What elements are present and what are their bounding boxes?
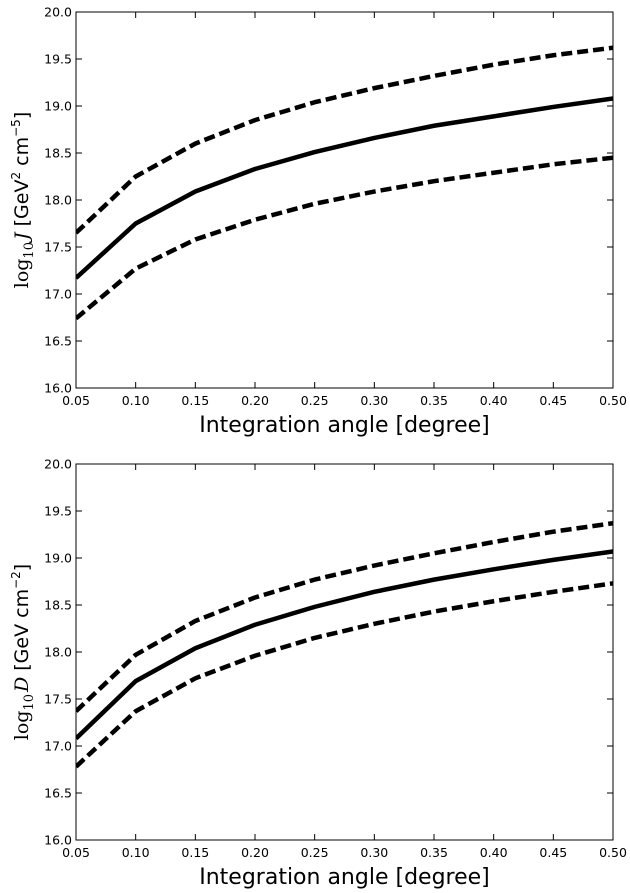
y-tick-label: 17.5	[44, 692, 72, 707]
x-tick-label: 0.30	[360, 393, 388, 408]
ylabel-log-sub: 10	[22, 694, 37, 711]
series-line-3-dashed	[76, 155, 613, 321]
y-tick-label: 16.5	[44, 786, 72, 801]
y-tick-label: 16.0	[44, 833, 72, 848]
y-tick-label: 17.5	[44, 240, 72, 255]
y-axis-label: log10J [GeV2 cm−5]	[9, 112, 37, 289]
y-tick-label: 18.0	[44, 193, 72, 208]
ylabel-unit: [GeV	[11, 624, 33, 677]
y-tick-label: 16.5	[44, 334, 72, 349]
ylabel-unit-mid: cm	[11, 137, 33, 172]
y-tick-label: 18.5	[44, 146, 72, 161]
x-tick-label: 0.40	[480, 845, 508, 860]
y-tick-label: 19.0	[44, 551, 72, 566]
ylabel-unit: [GeV	[11, 180, 33, 233]
x-tick-label: 0.45	[539, 845, 567, 860]
y-tick-label: 17.0	[44, 739, 72, 754]
x-axis-label: Integration angle [degree]	[199, 413, 490, 438]
x-tick-label: 0.45	[539, 393, 567, 408]
ylabel-symbol: D	[11, 677, 33, 693]
y-tick-label: 20.0	[44, 457, 72, 472]
y-tick-label: 18.5	[44, 598, 72, 613]
x-tick-label: 0.10	[122, 393, 150, 408]
x-tick-label: 0.50	[599, 393, 627, 408]
series-line-1-solid	[76, 549, 613, 741]
ylabel-unit-sup1: 2	[9, 172, 23, 180]
x-tick-label: 0.30	[360, 845, 388, 860]
ylabel-unit-sup2: −2	[9, 571, 23, 589]
chart-panel-2: 0.05 0.10 0.15 0.20 0.25 0.30 0.35 0.40 0.45 0.50…	[9, 457, 627, 891]
y-tick-label: 19.5	[44, 52, 72, 67]
x-tick-label: 0.05	[62, 845, 90, 860]
ylabel-unit-close: ]	[11, 564, 33, 571]
ylabel-log: log	[11, 711, 33, 741]
y-tick-label: 19.5	[44, 504, 72, 519]
x-tick-label: 0.40	[480, 393, 508, 408]
series-line-3-dashed	[76, 581, 613, 769]
series-line-2-dashed	[76, 520, 613, 713]
x-tick-label: 0.35	[420, 393, 448, 408]
ylabel-log: log	[11, 259, 33, 289]
x-tick-label: 0.20	[241, 845, 269, 860]
chart-panel-1: 0.05 0.10 0.15 0.20 0.25 0.30 0.35 0.40 0.45 0.50…	[9, 5, 627, 439]
y-tick-label: 16.0	[44, 381, 72, 396]
ylabel-unit-mid: cm	[11, 589, 33, 624]
x-tick-label: 0.15	[181, 845, 209, 860]
x-axis-label: Integration angle [degree]	[199, 865, 490, 890]
x-tick-label: 0.35	[420, 845, 448, 860]
x-tick-label: 0.25	[301, 393, 329, 408]
y-tick-label: 19.0	[44, 99, 72, 114]
x-tick-label: 0.25	[301, 845, 329, 860]
x-tick-label: 0.20	[241, 393, 269, 408]
plot-frame	[75, 11, 614, 389]
x-tick-label: 0.10	[122, 845, 150, 860]
y-axis-label: log10D [GeV cm−2]	[9, 564, 37, 740]
ylabel-symbol: J	[11, 231, 33, 244]
ylabel-unit-close: ]	[11, 112, 33, 119]
x-tick-label: 0.50	[599, 845, 627, 860]
series-line-1-solid	[76, 96, 613, 280]
ylabel-unit-sup2: −5	[9, 119, 23, 137]
y-tick-label: 20.0	[44, 5, 72, 20]
y-tick-label: 18.0	[44, 645, 72, 660]
x-tick-label: 0.05	[62, 393, 90, 408]
series-group	[76, 520, 613, 769]
ylabel-log-sub: 10	[22, 242, 37, 259]
series-group	[76, 45, 613, 321]
y-tick-label: 17.0	[44, 287, 72, 302]
series-line-2-dashed	[76, 45, 613, 235]
plot-frame	[75, 463, 614, 841]
x-tick-label: 0.15	[181, 393, 209, 408]
